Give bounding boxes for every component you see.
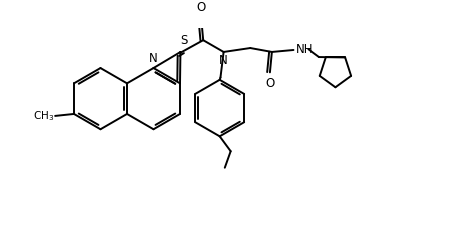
Text: CH$_3$: CH$_3$ — [33, 109, 54, 123]
Text: N: N — [219, 54, 228, 67]
Text: O: O — [265, 77, 275, 90]
Text: NH: NH — [295, 43, 313, 56]
Text: N: N — [149, 52, 158, 65]
Text: O: O — [196, 1, 206, 14]
Text: S: S — [180, 34, 187, 47]
